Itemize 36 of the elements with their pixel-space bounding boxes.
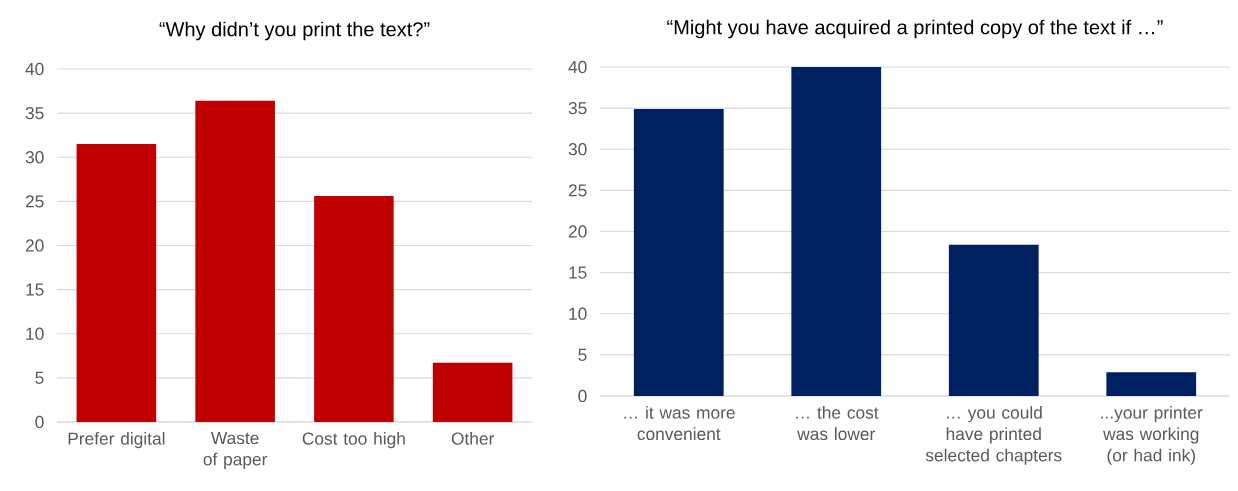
y-tick-label: 30	[25, 151, 44, 164]
bar	[76, 144, 157, 422]
y-tick-label: 10	[569, 307, 587, 320]
y-tick-label: 0	[35, 415, 44, 429]
y-tick-label: 35	[568, 101, 587, 115]
x-tick-label: ...your printer was working (or had ink)	[1101, 406, 1203, 465]
bar	[432, 362, 513, 422]
x-tick-label: Other	[451, 432, 495, 445]
x-tick-label: … the cost was lower	[796, 406, 879, 441]
y-tick-label: 25	[25, 195, 44, 208]
bar	[633, 108, 724, 396]
y-tick-label: 25	[568, 184, 587, 197]
bar	[791, 66, 882, 396]
x-tick-label: Cost too high	[302, 432, 405, 449]
x-tick-label: … it was more convenient	[624, 406, 735, 441]
y-tick-label: 20	[568, 225, 587, 238]
x-tick-label: … you could have printed selected chapters	[925, 406, 1062, 465]
y-tick-label: 15	[569, 266, 587, 279]
bar	[314, 196, 394, 422]
y-tick-label: 15	[26, 283, 44, 296]
bar	[1106, 372, 1197, 396]
x-tick-label: Prefer digital	[68, 432, 165, 449]
bar	[948, 244, 1039, 396]
y-tick-label: 5	[578, 348, 587, 361]
y-tick-label: 30	[568, 143, 587, 156]
x-tick-label: Waste of paper	[203, 432, 268, 469]
chart-title: “Might you have acquired a printed copy of the text if …”	[667, 19, 1163, 39]
y-tick-label: 40	[568, 60, 587, 74]
y-tick-label: 0	[578, 389, 587, 403]
y-tick-label: 10	[26, 327, 44, 340]
y-tick-label: 40	[25, 62, 44, 76]
y-tick-label: 35	[25, 106, 44, 120]
y-tick-label: 20	[25, 239, 44, 252]
bar	[195, 100, 275, 422]
chart-title: “Why didn’t you print the text?”	[159, 21, 430, 41]
y-tick-label: 5	[35, 371, 44, 384]
